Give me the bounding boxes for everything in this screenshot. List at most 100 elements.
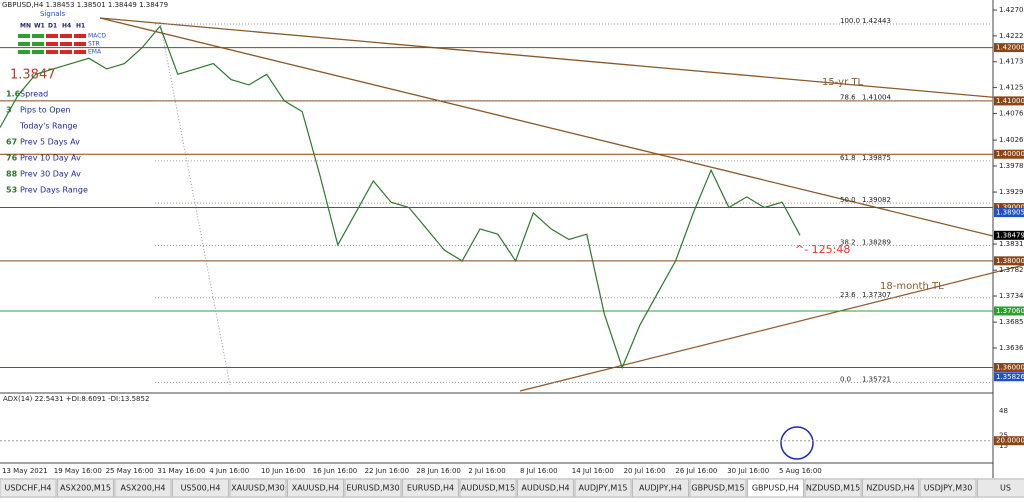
tl15-label: 15-yr TL bbox=[822, 77, 863, 88]
timeframe: D1 bbox=[48, 23, 57, 30]
price-label: 1.38000 bbox=[996, 257, 1024, 265]
stat-value: 53 bbox=[6, 186, 17, 195]
tab-label[interactable]: AUDJPY,M15 bbox=[578, 484, 627, 493]
timeframe: H4 bbox=[62, 23, 71, 30]
date-label: 30 Jul 16:00 bbox=[727, 467, 769, 475]
tab-label[interactable]: ASX200,H4 bbox=[121, 484, 166, 493]
date-label: 16 Jun 16:00 bbox=[313, 467, 357, 475]
price-label: 1.35826 bbox=[996, 373, 1024, 381]
price-label: 1.38479 bbox=[996, 231, 1024, 239]
signal-cell bbox=[60, 50, 72, 54]
signal-cell bbox=[74, 50, 86, 54]
tab-label[interactable]: GBPUSD,H4 bbox=[752, 484, 799, 493]
tab-label[interactable]: US500,H4 bbox=[181, 484, 221, 493]
signal-cell bbox=[32, 34, 44, 38]
fib-level: 50.0 bbox=[840, 196, 856, 204]
indicator: STR bbox=[88, 41, 100, 48]
y-tick-label: 1.4125 bbox=[999, 84, 1024, 92]
fib-level: 61.8 bbox=[840, 154, 856, 162]
signal-cell bbox=[32, 42, 44, 46]
tab-label[interactable]: NZDUSD,H4 bbox=[866, 484, 914, 493]
stat-label: Prev 5 Days Av bbox=[20, 138, 80, 147]
fib-price: 1.41004 bbox=[862, 94, 891, 102]
y-tick-label: 1.3685 bbox=[999, 318, 1024, 326]
tab-label[interactable]: ASX200,M15 bbox=[60, 484, 111, 493]
date-label: 10 Jun 16:00 bbox=[261, 467, 305, 475]
signal-cell bbox=[32, 50, 44, 54]
tab-label[interactable]: EURUSD,M30 bbox=[346, 484, 399, 493]
tab-label[interactable]: AUDUSD,M15 bbox=[461, 484, 515, 493]
signal-cell bbox=[18, 42, 30, 46]
fib-price: 1.37307 bbox=[862, 291, 891, 299]
stat-label: Prev 30 Day Av bbox=[20, 170, 81, 179]
stat-value: 76 bbox=[6, 154, 18, 163]
date-label: 26 Jul 16:00 bbox=[675, 467, 717, 475]
fib-price: 1.35721 bbox=[862, 375, 891, 383]
signal-cell bbox=[18, 34, 30, 38]
price-label: 1.38905 bbox=[996, 209, 1024, 217]
price-label: 1.36000 bbox=[996, 363, 1024, 371]
price-label: 1.42000 bbox=[996, 44, 1024, 52]
tab-label[interactable]: USDJPY,M30 bbox=[924, 484, 973, 493]
date-label: 4 Jun 16:00 bbox=[209, 467, 249, 475]
signal-cell bbox=[60, 42, 72, 46]
y-tick-label: 1.4222 bbox=[999, 32, 1024, 40]
y-tick-label: 1.3929 bbox=[999, 188, 1024, 196]
signal-cell bbox=[46, 50, 58, 54]
tab-label[interactable]: GBPUSD,M15 bbox=[691, 484, 744, 493]
fib-level: 100.0 bbox=[840, 17, 860, 25]
date-label: 28 Jun 16:00 bbox=[416, 467, 460, 475]
indicator: MACD bbox=[88, 33, 106, 40]
y-tick-label: 1.41735 bbox=[999, 58, 1024, 66]
tab-label[interactable]: AUDJPY,H4 bbox=[639, 484, 682, 493]
y-tick-label: 1.42705 bbox=[999, 6, 1024, 14]
fib-price: 1.39875 bbox=[862, 154, 891, 162]
price-label: 1.41000 bbox=[996, 97, 1024, 105]
y-tick-label: 1.3978 bbox=[999, 162, 1024, 170]
adx-level-label: 20.0000 bbox=[996, 437, 1024, 445]
date-label: 8 Jul 16:00 bbox=[520, 467, 558, 475]
stat-value: 1.6 bbox=[6, 90, 21, 99]
stat-label: Prev 10 Day Av bbox=[20, 154, 81, 163]
tab-label[interactable]: NZDUSD,M15 bbox=[806, 484, 860, 493]
signals-label: Signals bbox=[40, 10, 66, 18]
fib-price: 1.38289 bbox=[862, 238, 891, 246]
y-tick-label: 1.38315 bbox=[999, 240, 1024, 248]
timeframe: H1 bbox=[76, 23, 85, 30]
price-label: 1.40000 bbox=[996, 150, 1024, 158]
fib-level: 23.6 bbox=[840, 291, 856, 299]
timeframe: MN bbox=[20, 23, 31, 30]
signal-cell bbox=[46, 42, 58, 46]
date-label: 22 Jun 16:00 bbox=[365, 467, 409, 475]
tab-label[interactable]: USDCHF,H4 bbox=[5, 484, 52, 493]
signal-cell bbox=[74, 42, 86, 46]
price-label: 1.37060 bbox=[996, 307, 1024, 315]
fib-price: 1.39082 bbox=[862, 196, 891, 204]
date-label: 20 Jul 16:00 bbox=[624, 467, 666, 475]
stat-value: 67 bbox=[6, 138, 17, 147]
indicator: EMA bbox=[88, 49, 102, 56]
stat-label: Pips to Open bbox=[20, 106, 71, 115]
date-label: 25 May 16:00 bbox=[106, 467, 154, 475]
stat-label: Prev Days Range bbox=[20, 186, 88, 195]
fib-level: 38.2 bbox=[840, 238, 856, 246]
y-tick-label: 1.36365 bbox=[999, 344, 1024, 352]
timeframe: W1 bbox=[34, 23, 45, 30]
tab-label[interactable]: XAUUSD,M30 bbox=[231, 484, 285, 493]
fib-level: 78.6 bbox=[840, 94, 856, 102]
stat-value: 3 bbox=[6, 106, 12, 115]
signal-cell bbox=[46, 34, 58, 38]
tab-label[interactable]: AUDUSD,H4 bbox=[521, 484, 569, 493]
y-tick-label: 1.40765 bbox=[999, 109, 1024, 117]
stat-label: Spread bbox=[20, 90, 48, 99]
y-tick-label: 1.3734 bbox=[999, 292, 1024, 300]
tab-label[interactable]: US bbox=[1000, 484, 1011, 493]
tab-label[interactable]: EURUSD,H4 bbox=[407, 484, 454, 493]
tab-label[interactable]: XAUUSD,H4 bbox=[292, 484, 340, 493]
date-label: 2 Jul 16:00 bbox=[468, 467, 506, 475]
stat-value: 88 bbox=[6, 170, 18, 179]
stat-label: Today's Range bbox=[19, 122, 77, 131]
